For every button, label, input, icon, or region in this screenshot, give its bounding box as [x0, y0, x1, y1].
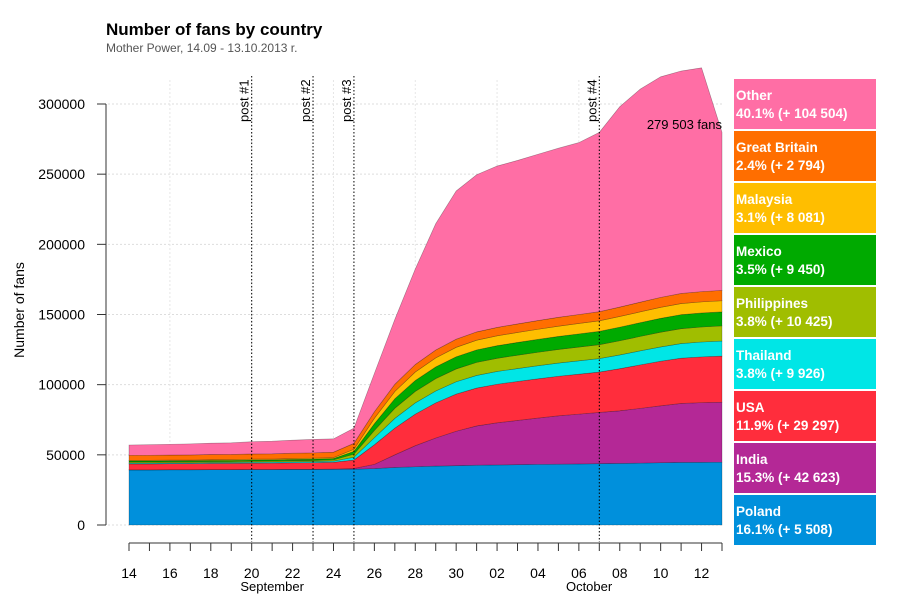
x-tick-label: 06 [571, 565, 587, 581]
post-marker-label: post #4 [584, 79, 599, 122]
chart-title: Number of fans by country [106, 20, 323, 39]
legend-item-thailand: Thailand 3.8% (+ 9 926) [734, 339, 876, 389]
legend-item-name: USA [736, 400, 765, 415]
post-marker-label: post #3 [339, 79, 354, 122]
x-tick-label: 10 [653, 565, 669, 581]
legend-item-name: India [736, 452, 768, 467]
area-layers [128, 67, 723, 526]
x-tick-label: 30 [448, 565, 464, 581]
x-tick-label: 28 [407, 565, 423, 581]
legend-item-name: Great Britain [736, 140, 818, 155]
legend-item-name: Poland [736, 504, 782, 519]
post-marker-label: post #2 [298, 79, 313, 122]
legend-item-stat: 3.1% (+ 8 081) [736, 210, 825, 225]
x-tick-label: 24 [326, 565, 342, 581]
legend-item-name: Thailand [736, 348, 792, 363]
chart-subtitle: Mother Power, 14.09 - 13.10.2013 r. [106, 41, 297, 55]
legend-item-other: Other 40.1% (+ 104 504) [734, 79, 876, 129]
x-tick-label: 02 [489, 565, 505, 581]
y-tick-label: 300000 [38, 96, 85, 112]
legend-item-stat: 40.1% (+ 104 504) [736, 106, 848, 121]
area-malaysia [128, 300, 723, 462]
month-label: October [566, 579, 613, 594]
y-tick-label: 0 [77, 517, 85, 533]
x-tick-label: 22 [285, 565, 301, 581]
area-other [128, 67, 723, 456]
x-tick-label: 18 [203, 565, 219, 581]
x-tick-label: 12 [694, 565, 710, 581]
x-tick-label: 14 [121, 565, 137, 581]
legend-item-india: India 15.3% (+ 42 623) [734, 443, 876, 493]
legend-item-stat: 3.8% (+ 10 425) [736, 314, 833, 329]
post-marker-label: post #1 [237, 79, 252, 122]
x-tick-label: 16 [162, 565, 178, 581]
y-tick-label: 100000 [38, 377, 85, 393]
legend-item-name: Mexico [736, 244, 782, 259]
legend-item-stat: 3.8% (+ 9 926) [736, 366, 825, 381]
area-poland [128, 461, 723, 526]
x-tick-label: 08 [612, 565, 628, 581]
x-tick-label: 26 [367, 565, 383, 581]
legend-item-stat: 11.9% (+ 29 297) [736, 418, 840, 433]
x-tick-label: 04 [530, 565, 546, 581]
legend-item-poland: Poland 16.1% (+ 5 508) [734, 495, 876, 545]
legend-item-name: Philippines [736, 296, 809, 311]
legend-item-stat: 3.5% (+ 9 450) [736, 262, 825, 277]
legend-item-great-britain: Great Britain 2.4% (+ 2 794) [734, 131, 876, 181]
total-annotation: 279 503 fans [647, 117, 723, 132]
month-label: September [240, 579, 304, 594]
legend-item-philippines: Philippines 3.8% (+ 10 425) [734, 287, 876, 337]
legend-item-name: Malaysia [736, 192, 793, 207]
x-axis: 14 16 18 20 22 24 26 28 30 02 04 06 08 10 12 September O… [121, 542, 723, 594]
y-tick-label: 200000 [38, 236, 85, 252]
y-tick-label: 50000 [46, 447, 85, 463]
y-axis: 0 50000 100000 150000 200000 250000 300000 [38, 96, 107, 533]
legend-item-stat: 16.1% (+ 5 508) [736, 522, 833, 537]
y-tick-label: 150000 [38, 307, 85, 323]
legend-item-stat: 2.4% (+ 2 794) [736, 158, 825, 173]
y-tick-label: 250000 [38, 166, 85, 182]
y-axis-label: Number of fans [11, 262, 27, 358]
legend-item-usa: USA 11.9% (+ 29 297) [734, 391, 876, 441]
x-tick-label: 20 [244, 565, 260, 581]
post-markers: post #1 post #2 post #3 post #4 [237, 76, 600, 542]
legend-item-stat: 15.3% (+ 42 623) [736, 470, 840, 485]
legend-item-name: Other [736, 88, 773, 103]
legend-item-mexico: Mexico 3.5% (+ 9 450) [734, 235, 876, 285]
legend-item-malaysia: Malaysia 3.1% (+ 8 081) [734, 183, 876, 233]
